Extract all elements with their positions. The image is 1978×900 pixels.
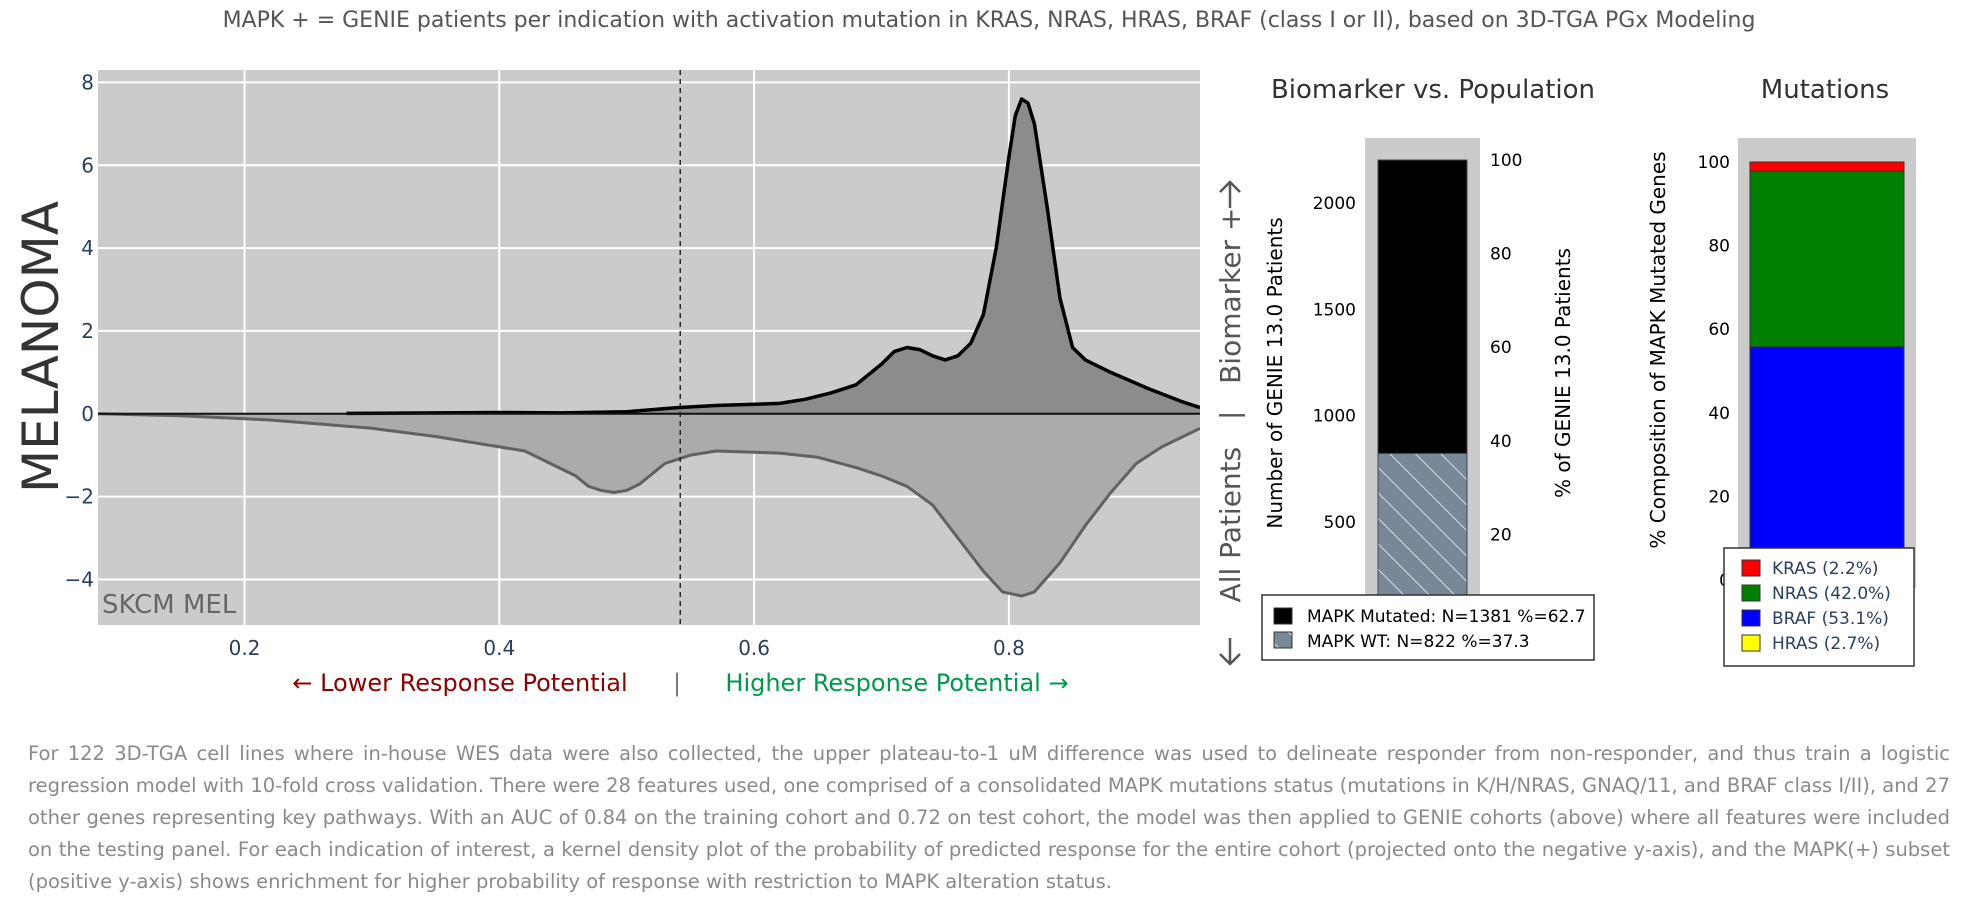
bar-mapk-mutated [1377, 159, 1468, 454]
x-axis-annotation: ← Lower Response Potential [292, 669, 627, 697]
kde-area-entire-cohort [98, 413, 1200, 596]
biomarker-y2-tick-label: 20 [1490, 525, 1512, 545]
legend-swatch-nras [1741, 584, 1761, 602]
kde-y-tick-label: 6 [81, 153, 94, 177]
legend-label-hras: HRAS (2.7%) [1772, 634, 1880, 654]
arrow-up-icon [1219, 180, 1241, 208]
page-title: MAPK + = GENIE patients per indication w… [222, 8, 1756, 33]
legend-swatch-mapk-mutated [1273, 607, 1293, 625]
biomarker-y2-tick-label: 40 [1490, 432, 1512, 452]
kde-series [98, 70, 1200, 625]
biomarker-y-tick-label: 1500 [1313, 300, 1356, 320]
kde-line-mapk-subset [346, 97, 1200, 416]
kde-y-tick-label: 0 [81, 402, 94, 426]
mutations-y-label: % Composition of MAPK Mutated Genes [1646, 151, 1670, 548]
kde-y-tick-label: 4 [81, 236, 94, 260]
bar-kras [1749, 161, 1905, 172]
biomarker-legend: MAPK Mutated: N=1381 %=62.7 MAPK WT: N=8… [1261, 594, 1595, 661]
higher-response-label: Higher Response Potential → [725, 669, 1068, 697]
legend-label-mapk-mutated: MAPK Mutated: N=1381 %=62.7 [1307, 607, 1586, 627]
biomarker-chart: Biomarker vs. Population 050010001500200… [1261, 75, 1595, 661]
indication-label: MELANOMA [12, 201, 70, 493]
biomarker-y-tick-label: 2000 [1313, 194, 1356, 214]
biomarker-y2-label: % of GENIE 13.0 Patients [1551, 248, 1575, 498]
biomarker-y-ticks: 0500100015002000 [1313, 194, 1356, 639]
x-axis-separator: | [673, 669, 681, 697]
biomarker-y-tick-label: 500 [1324, 513, 1356, 533]
bar-nras [1749, 170, 1905, 348]
kde-y-tick-labels: −4 −2 0 2 4 6 8 [65, 70, 94, 591]
mutations-bars [1749, 161, 1905, 581]
kde-chart: −4 −2 0 2 4 6 8 0.2 0.4 0.6 0.8 SKCM MEL MELANOMA… [12, 70, 1245, 697]
legend-swatch-mapk-wt [1273, 631, 1293, 649]
biomarker-y2-tick-label: 60 [1490, 338, 1512, 358]
vertical-annotation: All Patients | Biomarker + [1214, 208, 1245, 603]
kde-x-tick-label: 0.2 [229, 636, 261, 660]
caption-text: For 122 3D-TGA cell lines where in-house… [28, 742, 1950, 893]
mutations-y-tick-label: 20 [1708, 487, 1730, 507]
legend-label-mapk-wt: MAPK WT: N=822 %=37.3 [1307, 632, 1530, 652]
kde-area-mapk-subset [346, 99, 1200, 414]
kde-y-tick-label: −4 [65, 567, 94, 591]
biomarker-y-label: Number of GENIE 13.0 Patients [1263, 217, 1287, 528]
mutations-y-tick-label: 80 [1708, 237, 1730, 257]
lower-response-label: ← Lower Response Potential [292, 669, 627, 697]
biomarker-title: Biomarker vs. Population [1271, 75, 1595, 105]
biomarker-y2-tick-label: 100 [1490, 151, 1522, 171]
kde-y-tick-label: 8 [81, 70, 94, 94]
legend-label-nras: NRAS (42.0%) [1772, 584, 1891, 604]
legend-swatch-braf [1741, 609, 1761, 627]
vertical-annotation-arrows [1219, 180, 1241, 666]
kde-y-tick-label: 2 [81, 319, 94, 343]
legend-swatch-kras [1741, 559, 1761, 577]
bar-braf [1749, 346, 1905, 570]
legend-swatch-hras [1741, 634, 1761, 652]
mutations-y-tick-label: 40 [1708, 404, 1730, 424]
biomarker-y2-tick-label: 80 [1490, 245, 1512, 265]
arrow-down-icon [1219, 638, 1241, 666]
biomarker-bars [1377, 159, 1468, 629]
kde-x-tick-labels: 0.2 0.4 0.6 0.8 [229, 636, 1025, 660]
kde-line-entire-cohort [98, 412, 1200, 598]
kde-corner-label: SKCM MEL [102, 590, 237, 620]
biomarker-y-tick-label: 1000 [1313, 407, 1356, 427]
kde-x-tick-label: 0.6 [738, 636, 770, 660]
legend-label-braf: BRAF (53.1%) [1772, 609, 1889, 629]
kde-x-tick-label: 0.8 [993, 636, 1025, 660]
mutations-y-tick-label: 100 [1698, 153, 1730, 173]
mutations-title: Mutations [1761, 75, 1889, 105]
mutations-legend: KRAS (2.2%) NRAS (42.0%) BRAF (53.1%) HRAS … [1723, 547, 1915, 667]
kde-y-tick-label: −2 [65, 485, 94, 509]
kde-x-tick-label: 0.4 [483, 636, 515, 660]
legend-label-kras: KRAS (2.2%) [1772, 559, 1879, 579]
mutations-y-tick-label: 60 [1708, 320, 1730, 340]
